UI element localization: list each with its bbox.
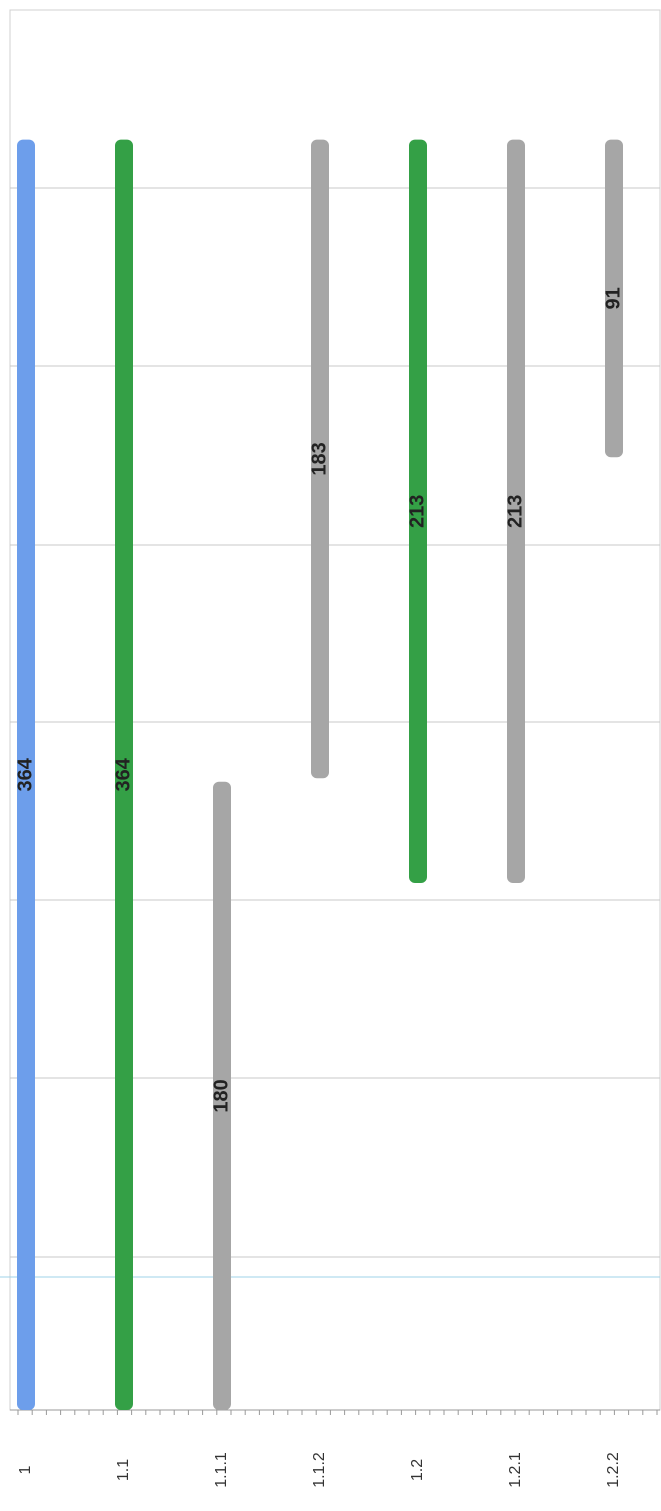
bar — [311, 139, 329, 779]
bar — [507, 139, 525, 884]
category-label: 1.2 — [409, 1459, 426, 1481]
bar — [409, 139, 427, 884]
value-label: 213 — [406, 495, 428, 528]
grid — [0, 187, 660, 1411]
bar — [17, 139, 35, 1410]
bar — [213, 781, 231, 1410]
bar — [115, 139, 133, 1410]
category-label: 1.2.2 — [605, 1452, 622, 1488]
value-label: 183 — [308, 442, 330, 475]
bar — [605, 139, 623, 458]
plot-frame — [9, 9, 661, 1411]
category-label: 1.2.1 — [507, 1452, 524, 1488]
value-label: 364 — [14, 757, 36, 791]
value-label: 91 — [602, 287, 624, 309]
category-label: 1.1.1 — [213, 1452, 230, 1488]
value-label: 364 — [112, 757, 134, 791]
value-label: 213 — [504, 495, 526, 528]
category-label: 1.1.2 — [311, 1452, 328, 1488]
category-label: 1 — [17, 1465, 34, 1474]
category-label: 1.1 — [115, 1459, 132, 1481]
value-label: 180 — [210, 1079, 232, 1112]
